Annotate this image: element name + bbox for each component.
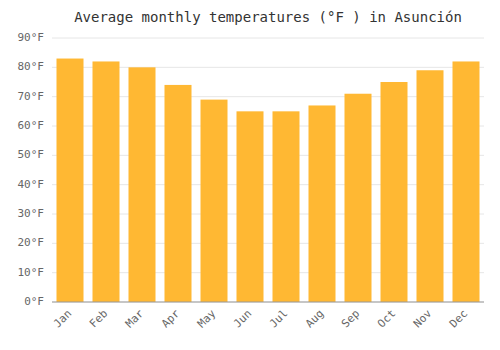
x-tick-label: Mar: [123, 307, 147, 331]
x-tick-label: Oct: [375, 307, 398, 330]
y-tick-label: 60°F: [18, 119, 45, 132]
bar: [201, 100, 228, 302]
y-tick-label: 20°F: [18, 236, 45, 249]
bar: [165, 85, 192, 302]
x-tick-label: May: [195, 307, 219, 331]
y-tick-label: 30°F: [18, 207, 45, 220]
x-tick-label: Jul: [267, 307, 290, 330]
x-tick-label: Jan: [51, 307, 74, 330]
y-axis: 0°F 10°F 20°F 30°F 40°F 50°F 60°F 70°F 80°F 90°F: [18, 31, 45, 308]
title: Average monthly temperatures (°F ) in As…: [74, 9, 462, 25]
bar: [309, 105, 336, 302]
y-tick-label: 50°F: [18, 148, 45, 161]
chart-svg: 0°F 10°F 20°F 30°F 40°F 50°F 60°F 70°F 80°F 90°F J…: [0, 0, 500, 350]
x-tick-label: Dec: [447, 307, 470, 330]
grid-line: [52, 302, 484, 303]
y-tick-label: 80°F: [18, 60, 45, 73]
bar: [273, 111, 300, 302]
grid: [52, 38, 484, 302]
chart-container: 0°F 10°F 20°F 30°F 40°F 50°F 60°F 70°F 80°F 90°F J…: [0, 0, 500, 350]
grid-line: [52, 38, 484, 39]
y-tick-label: 90°F: [18, 31, 45, 44]
bar: [129, 67, 156, 302]
y-tick-label: 70°F: [18, 90, 45, 103]
bar: [57, 59, 84, 302]
x-tick-label: Apr: [159, 307, 183, 331]
x-axis: Jan Feb Mar Apr May Jun Jul Aug Sep Oct Nov Dec: [51, 302, 484, 330]
bar: [417, 70, 444, 302]
x-tick-label: Nov: [411, 307, 435, 331]
x-tick-label: Aug: [303, 307, 326, 330]
bar: [381, 82, 408, 302]
y-tick-label: 40°F: [18, 178, 45, 191]
x-tick-label: Feb: [87, 307, 110, 330]
bar: [345, 94, 372, 302]
x-tick-label: Jun: [231, 307, 254, 330]
bar: [93, 61, 120, 302]
x-tick-label: Sep: [339, 307, 362, 330]
y-tick-label: 10°F: [18, 266, 45, 279]
x-axis-line: [52, 302, 484, 303]
y-tick-label: 0°F: [24, 295, 44, 308]
bar: [453, 61, 480, 302]
bars: [57, 59, 480, 302]
bar: [237, 111, 264, 302]
